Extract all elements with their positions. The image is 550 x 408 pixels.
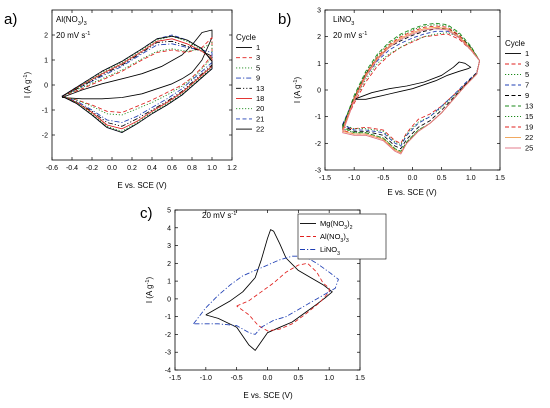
panel-a-series-line xyxy=(61,38,213,130)
panel-a-y-tick-label: -2 xyxy=(42,133,48,140)
panel-b-legend-label: 19 xyxy=(525,123,533,132)
panel-c-legend-box xyxy=(297,213,387,260)
panel-c-legend-label: Mg(NO3)2 xyxy=(320,219,353,231)
panel-b-y-tick-label: -3 xyxy=(315,168,321,175)
panel-c-annotation: 20 mV s-1 xyxy=(202,211,236,220)
panel-b-legend-label: 1 xyxy=(525,49,529,58)
panel-b-legend-label: 7 xyxy=(525,81,529,90)
panel-b-y-axis-label: I (A g-1) xyxy=(293,77,302,104)
panel-b-letter: b) xyxy=(278,11,291,28)
panel-a-series-line xyxy=(61,37,213,113)
panel-c-y-tick-label: 0 xyxy=(167,296,171,303)
panel-a-legend-title: Cycle xyxy=(236,33,257,42)
panel-a-legend-label: 21 xyxy=(256,114,264,123)
panel-a-y-axis-label: I (A g-1) xyxy=(23,72,32,99)
panel-a-legend-label: 1 xyxy=(256,43,260,52)
panel-c-y-tick-label: -2 xyxy=(165,332,171,339)
panel-b-x-tick-label: 1.5 xyxy=(495,175,505,182)
panel-c-y-tick-label: -1 xyxy=(165,314,171,321)
panel-c-letter: c) xyxy=(140,205,153,222)
panel-c-x-tick-label: 1.0 xyxy=(324,375,334,382)
panel-c-legend-label: Al(NO3)3 xyxy=(320,232,349,244)
panel-c-x-tick-label: -0.5 xyxy=(231,375,243,382)
panel-c-x-tick-label: -1.5 xyxy=(169,375,181,382)
panel-b-legend-label: 9 xyxy=(525,91,529,100)
panel-a-x-axis-label: E vs. SCE (V) xyxy=(117,181,167,190)
panel-a-x-tick-label: 0.2 xyxy=(127,165,137,172)
panel-a-letter: a) xyxy=(4,11,17,28)
panel-b-legend-label: 3 xyxy=(525,60,529,69)
panel-c-x-tick-label: -1.0 xyxy=(200,375,212,382)
panel-b-y-tick-label: 1 xyxy=(317,61,321,68)
panel-c-y-tick-label: -4 xyxy=(165,368,171,375)
panel-a-x-tick-label: 0.6 xyxy=(167,165,177,172)
panel-b-y-tick-label: -1 xyxy=(315,114,321,121)
panel-a-x-tick-label: 0.4 xyxy=(147,165,157,172)
panel-c-x-tick-label: 1.5 xyxy=(355,375,365,382)
panel-c-y-tick-label: 3 xyxy=(167,243,171,250)
panel-a-legend-label: 22 xyxy=(256,125,264,134)
panel-c-legend-label: LiNO3 xyxy=(320,245,340,257)
panel-a-x-tick-label: -0.4 xyxy=(66,165,78,172)
panel-a-legend-label: 3 xyxy=(256,53,260,62)
panel-c-y-tick-label: 1 xyxy=(167,279,171,286)
panel-a-annotation: Al(NO3)3 xyxy=(56,15,87,27)
panel-b-legend-label: 22 xyxy=(525,133,533,142)
panel-b-x-tick-label: 1.0 xyxy=(466,175,476,182)
panel-a-x-tick-label: -0.2 xyxy=(86,165,98,172)
panel-b-series-line xyxy=(342,24,481,152)
panel-c-y-tick-label: 2 xyxy=(167,261,171,268)
panel-b-x-tick-label: -1.5 xyxy=(319,175,331,182)
panel-a-y-tick-label: 1 xyxy=(44,58,48,65)
panel-a-series-line xyxy=(61,43,213,123)
panel-a-x-tick-label: 0.0 xyxy=(107,165,117,172)
panel-c-x-tick-label: 0.0 xyxy=(263,375,273,382)
panel-a-series-line xyxy=(61,35,213,133)
panel-b-series-line xyxy=(342,33,481,144)
panel-c-y-tick-label: 5 xyxy=(167,208,171,215)
panel-b-legend-label: 13 xyxy=(525,102,533,111)
panel-c-series-line xyxy=(205,229,333,351)
panel-c-y-tick-label: 4 xyxy=(167,225,171,232)
panel-b-legend-label: 25 xyxy=(525,144,533,153)
panel-b-legend-title: Cycle xyxy=(505,39,526,48)
panel-c-series-line xyxy=(236,262,330,332)
panel-b-x-axis-label: E vs. SCE (V) xyxy=(387,188,437,197)
panel-a-legend-label: 9 xyxy=(256,74,260,83)
panel-a-legend-label: 5 xyxy=(256,63,260,72)
panel-b-y-tick-label: 0 xyxy=(317,88,321,95)
panel-b-annotation: 20 mV s-1 xyxy=(333,31,367,40)
panel-a-annotation: 20 mV s-1 xyxy=(56,31,90,40)
panel-c-x-tick-label: 0.5 xyxy=(293,375,303,382)
panel-b-y-tick-label: 3 xyxy=(317,8,321,15)
panel-b-series-line xyxy=(342,32,481,146)
panel-b-x-tick-label: 0.5 xyxy=(437,175,447,182)
panel-c-series-line xyxy=(193,255,339,335)
panel-c-y-axis-label: I (A g-1) xyxy=(145,277,154,304)
panel-b-y-tick-label: 2 xyxy=(317,34,321,41)
panel-a-series-line xyxy=(61,42,213,116)
panel-b-y-tick-label: -2 xyxy=(315,141,321,148)
panel-a-x-tick-label: 1.0 xyxy=(207,165,217,172)
panel-b-x-tick-label: -1.0 xyxy=(348,175,360,182)
panel-a-legend-label: 13 xyxy=(256,84,264,93)
panel-c-x-axis-label: E vs. SCE (V) xyxy=(243,391,293,400)
panel-a-y-tick-label: 2 xyxy=(44,33,48,40)
panel-b-annotation: LiNO3 xyxy=(333,15,354,27)
panel-a-x-tick-label: 1.2 xyxy=(227,165,237,172)
panel-b-x-tick-label: 0.0 xyxy=(408,175,418,182)
panel-b-series-line xyxy=(342,28,481,155)
panel-b-legend-label: 5 xyxy=(525,70,529,79)
panel-c-y-tick-label: -3 xyxy=(165,350,171,357)
panel-a-y-tick-label: 0 xyxy=(44,83,48,90)
panel-b-series-line xyxy=(354,61,472,100)
panel-b-legend-label: 15 xyxy=(525,112,533,121)
panel-a-x-tick-label: -0.6 xyxy=(46,165,58,172)
panel-b-x-tick-label: -0.5 xyxy=(377,175,389,182)
panel-a-y-tick-label: -1 xyxy=(42,108,48,115)
panel-a-legend-label: 20 xyxy=(256,104,264,113)
panel-a-x-tick-label: 0.8 xyxy=(187,165,197,172)
panel-a-legend-label: 18 xyxy=(256,94,264,103)
